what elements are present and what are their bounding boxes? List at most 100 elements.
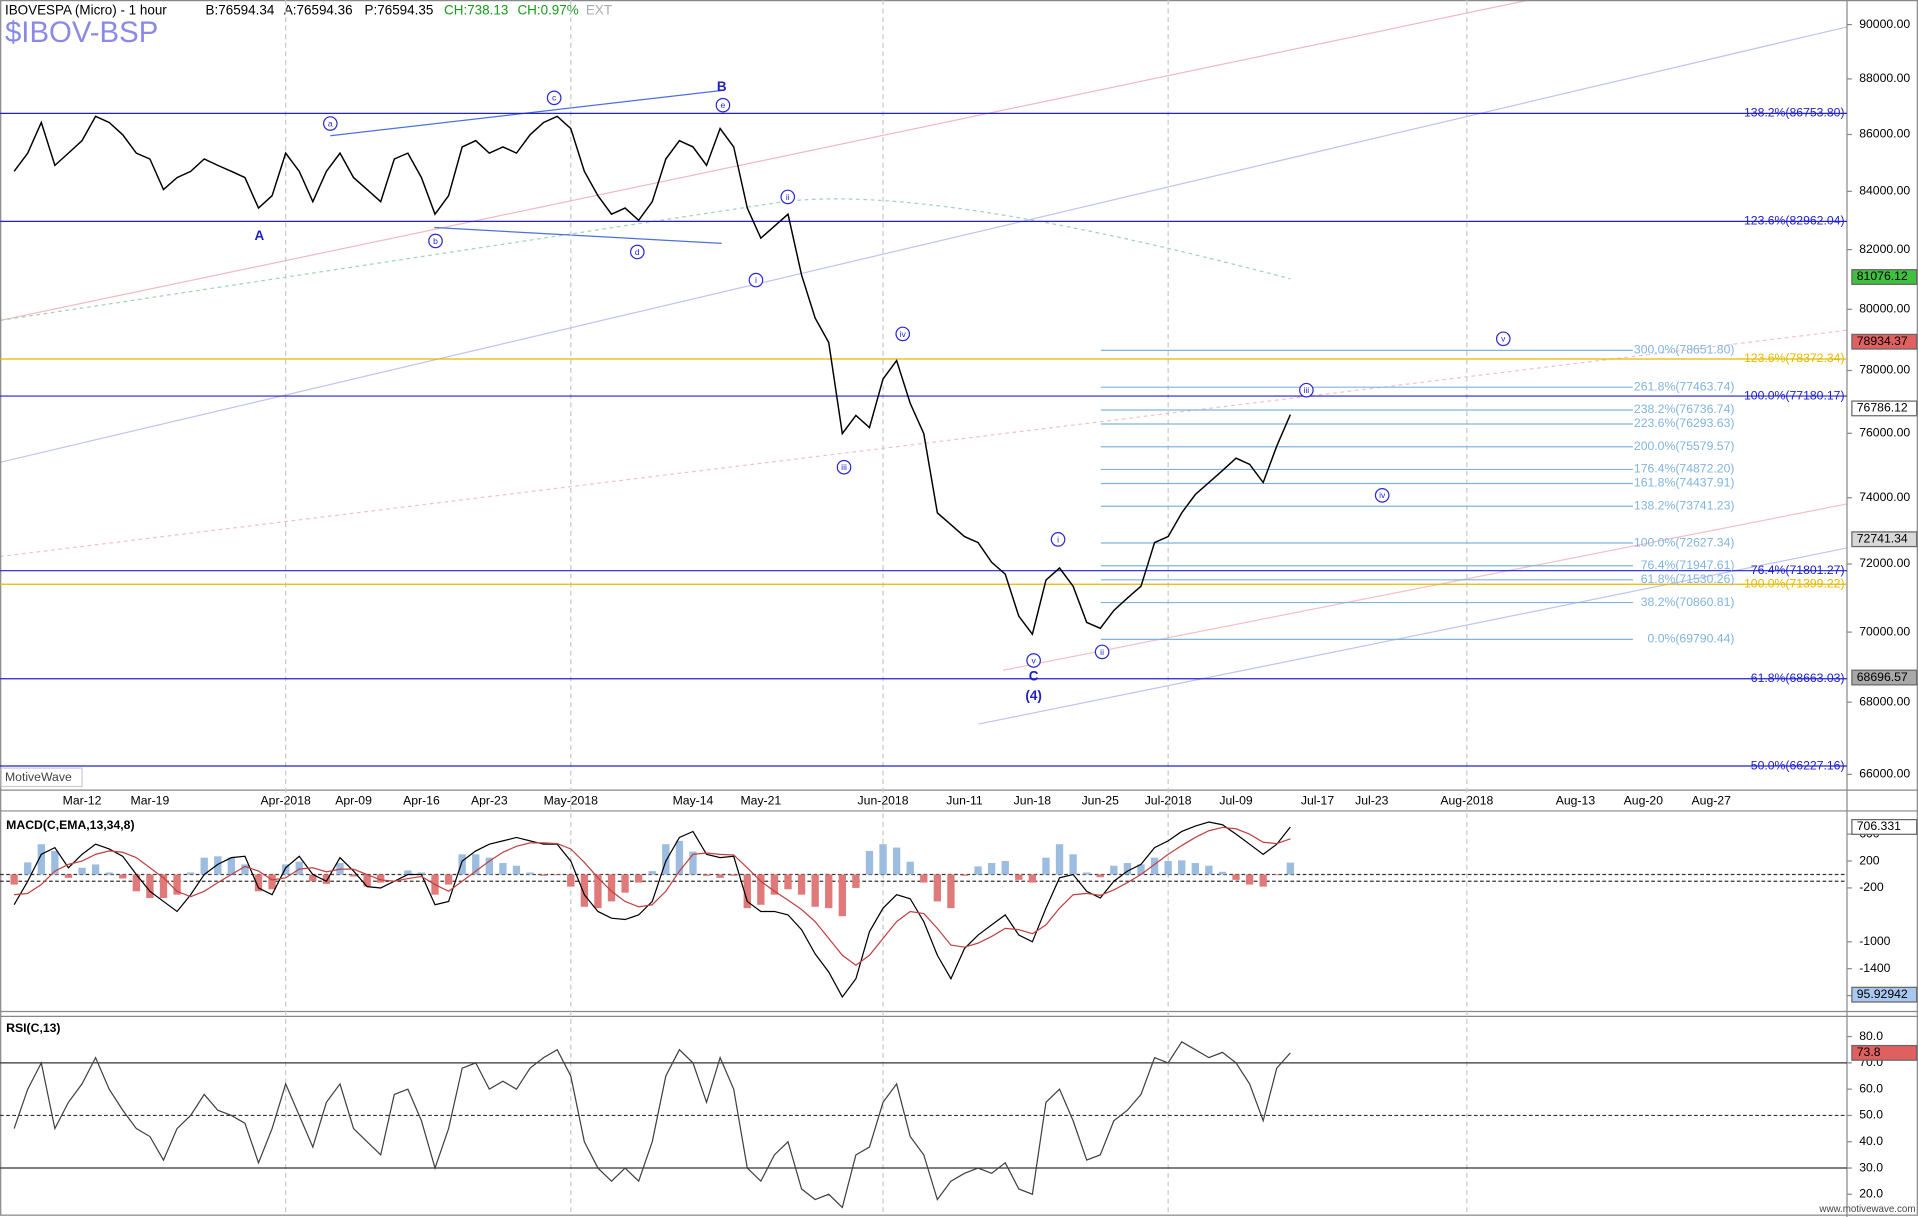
histogram-bar <box>920 874 928 883</box>
y-tick-label: 40.0 <box>1859 1134 1883 1148</box>
histogram-bar <box>634 874 643 883</box>
x-tick-label: Aug-13 <box>1556 793 1596 807</box>
wave-label: v <box>1501 334 1506 344</box>
projection-level-label: 200.0%(75579.57) <box>1634 439 1735 453</box>
histogram-bar <box>214 856 222 875</box>
histogram-bar <box>1191 863 1199 875</box>
histogram-bar <box>64 874 73 878</box>
fib-level-label: 50.0%(66227.16) <box>1751 758 1845 772</box>
price-marker-label: 68696.57 <box>1857 670 1908 684</box>
histogram-bar <box>105 872 113 875</box>
wave-label: a <box>328 118 333 128</box>
histogram-bar <box>417 872 426 875</box>
y-tick-label: 74000.00 <box>1859 490 1910 504</box>
wave-label-circle <box>1050 532 1066 547</box>
price-line <box>13 115 1292 636</box>
quote: A:76594.36 <box>284 3 353 18</box>
x-tick-label: Apr-09 <box>335 793 372 807</box>
histogram-bar <box>892 847 901 875</box>
y-tick-label: 86000.00 <box>1859 127 1910 141</box>
histogram-bar <box>689 851 697 875</box>
histogram-bar <box>648 871 656 875</box>
x-tick-label: May-14 <box>673 793 714 807</box>
y-tick-label: 80.0 <box>1859 1029 1883 1043</box>
rsi-line <box>13 1041 1291 1209</box>
histogram-bar <box>987 863 996 875</box>
x-tick-label: Mar-12 <box>63 793 102 807</box>
histogram-bar <box>119 874 127 879</box>
wave-label-circle <box>1299 382 1314 398</box>
projection-level-label: 300.0%(78651.80) <box>1634 343 1735 357</box>
histogram-bar <box>1110 865 1118 875</box>
projection-level-label: 261.8%(77463.74) <box>1634 379 1735 393</box>
price-marker-label: 78934.37 <box>1857 334 1908 348</box>
histogram-bar <box>838 874 846 917</box>
x-tick-label: Apr-23 <box>471 793 508 807</box>
histogram-bar <box>404 870 412 875</box>
histogram-bar <box>1164 861 1172 875</box>
wave-label-circle <box>748 272 764 288</box>
projection-level-label: 0.0%(69790.44) <box>1648 632 1735 646</box>
projection-level-label: 61.8%(71530.26) <box>1641 572 1735 586</box>
wave-label-circle <box>836 459 852 475</box>
price-marker <box>1851 1044 1918 1061</box>
histogram-bar <box>173 874 181 895</box>
histogram-bar <box>1178 860 1186 875</box>
x-tick-label: Jun-18 <box>1014 793 1052 807</box>
histogram-bar <box>553 874 561 876</box>
histogram-bar <box>51 850 59 875</box>
y-tick-label: 70000.00 <box>1859 624 1910 638</box>
histogram-bar <box>757 874 765 905</box>
histogram-bar <box>662 844 670 875</box>
histogram-bar <box>444 874 453 885</box>
price-marker-label: 76786.12 <box>1857 401 1908 415</box>
histogram-bar <box>906 861 914 875</box>
fib-level-label: 100.0%(71399.22) <box>1744 576 1845 590</box>
quote: EXT <box>586 3 612 18</box>
histogram-bar <box>1001 861 1009 875</box>
histogram-bar <box>1083 872 1091 875</box>
wave-label: iii <box>841 462 847 472</box>
wave-label: i <box>1057 534 1059 544</box>
y-tick-label: 20.0 <box>1859 1187 1883 1201</box>
histogram-bar <box>974 866 982 875</box>
x-tick-label: Apr-16 <box>403 793 440 807</box>
panel-title: RSI(C,13) <box>6 1021 60 1035</box>
x-tick-label: Jul-09 <box>1219 793 1252 807</box>
fib-level-label: 123.6%(82962.04) <box>1744 214 1845 228</box>
channel-line <box>0 329 1848 558</box>
macd-line <box>13 821 1291 999</box>
wave-label: (4) <box>1025 688 1041 703</box>
histogram-bar <box>852 874 860 888</box>
y-tick-label: 72000.00 <box>1859 556 1910 570</box>
histogram-bar <box>200 857 208 875</box>
histogram-bar <box>1028 874 1037 883</box>
histogram-bar <box>91 864 100 875</box>
wave-label: d <box>635 247 640 257</box>
histogram-bar <box>1069 854 1077 875</box>
histogram-bar <box>309 874 317 882</box>
histogram-bar <box>295 861 303 875</box>
quote: CH:738.13 <box>444 3 508 18</box>
fib-level-label: 138.2%(86753.80) <box>1744 106 1845 120</box>
histogram-bar <box>227 857 236 875</box>
x-tick-label: May-21 <box>740 793 781 807</box>
histogram-bar <box>10 874 18 885</box>
histogram-bar <box>472 854 480 875</box>
price-marker <box>1851 986 1918 1003</box>
histogram-bar <box>37 844 45 875</box>
price-marker-label: 72741.34 <box>1857 531 1908 545</box>
histogram-bar <box>607 874 616 902</box>
y-tick-label: -200 <box>1859 880 1884 894</box>
histogram-bar <box>1096 874 1104 878</box>
y-tick-label: -1400 <box>1859 961 1890 975</box>
histogram-bar <box>512 865 521 875</box>
wave-label: c <box>552 93 557 103</box>
histogram-bar <box>254 874 263 892</box>
y-tick-label: 78000.00 <box>1859 363 1910 377</box>
histogram-bar <box>1259 874 1267 887</box>
histogram-bar <box>1055 844 1064 875</box>
histogram-bar <box>770 874 779 895</box>
histogram-bar <box>539 874 548 876</box>
